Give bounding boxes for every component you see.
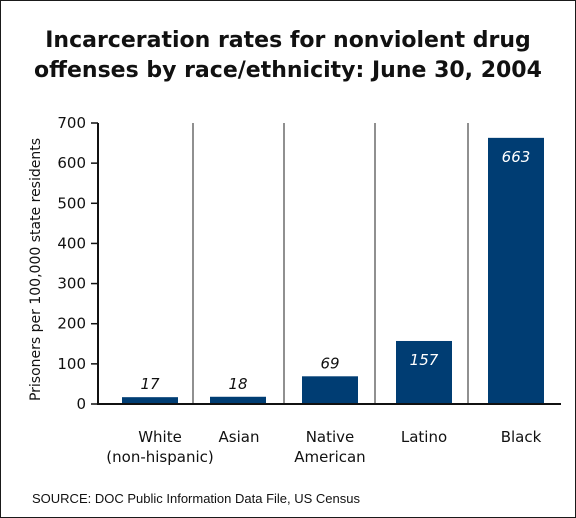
- value-label-1: 17: [140, 375, 160, 393]
- bar-1: [122, 397, 178, 404]
- value-label-2: 18: [228, 375, 247, 393]
- value-label-5: 663: [502, 148, 531, 166]
- category-label-3-line-1: Native: [306, 428, 355, 446]
- y-tick-label-400: 400: [57, 234, 86, 252]
- bar-5: [488, 137, 544, 405]
- bar-4: [396, 340, 452, 404]
- value-label-4: 157: [410, 351, 439, 369]
- y-tick-label-500: 500: [57, 194, 86, 212]
- bar-2: [210, 396, 266, 404]
- category-label-5-line-1: Black: [501, 428, 542, 446]
- category-label-3-line-2: American: [294, 448, 365, 466]
- y-tick-label-100: 100: [57, 355, 86, 373]
- category-label-1-line-1: White: [138, 428, 182, 446]
- category-label-2-line-1: Asian: [219, 428, 260, 446]
- chart-title: Incarceration rates for nonviolent drug …: [0, 26, 576, 86]
- chart-title-line-2: offenses by race/ethnicity: June 30, 200…: [34, 58, 542, 83]
- chart-title-line-1: Incarceration rates for nonviolent drug: [45, 28, 531, 53]
- value-label-3: 69: [320, 354, 339, 372]
- bar-3: [302, 376, 358, 404]
- y-tick-label-0: 0: [76, 395, 86, 413]
- y-tick-label-600: 600: [57, 154, 86, 172]
- source-note: SOURCE: DOC Public Information Data File…: [32, 491, 360, 506]
- y-tick-label-300: 300: [57, 275, 86, 293]
- category-label-1-line-2: (non-hispanic): [106, 448, 213, 466]
- y-axis-label: Prisoners per 100,000 state residents: [28, 138, 44, 401]
- y-tick-label-200: 200: [57, 315, 86, 333]
- y-tick-label-700: 700: [57, 114, 86, 132]
- category-label-4-line-1: Latino: [401, 428, 447, 446]
